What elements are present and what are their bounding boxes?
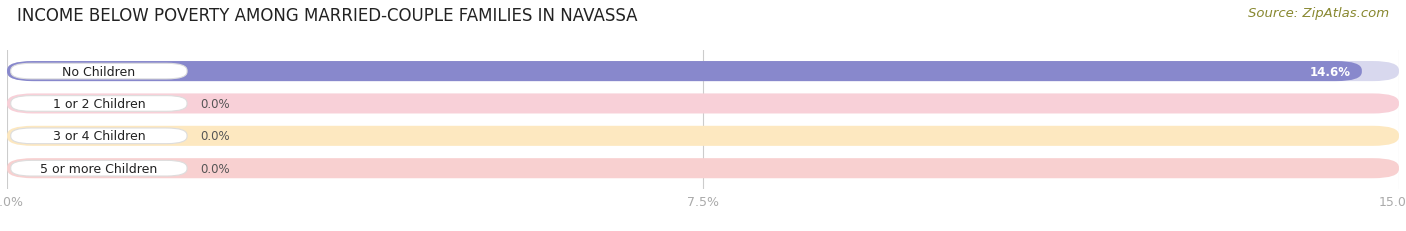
Text: 0.0%: 0.0% bbox=[200, 97, 229, 110]
Text: 0.0%: 0.0% bbox=[200, 162, 229, 175]
FancyBboxPatch shape bbox=[7, 62, 1362, 82]
FancyBboxPatch shape bbox=[7, 62, 1399, 82]
FancyBboxPatch shape bbox=[7, 94, 1399, 114]
Text: Source: ZipAtlas.com: Source: ZipAtlas.com bbox=[1249, 7, 1389, 20]
Text: INCOME BELOW POVERTY AMONG MARRIED-COUPLE FAMILIES IN NAVASSA: INCOME BELOW POVERTY AMONG MARRIED-COUPL… bbox=[17, 7, 637, 25]
FancyBboxPatch shape bbox=[11, 128, 187, 144]
FancyBboxPatch shape bbox=[11, 161, 187, 176]
FancyBboxPatch shape bbox=[7, 126, 1399, 146]
Text: 14.6%: 14.6% bbox=[1310, 65, 1351, 78]
Text: No Children: No Children bbox=[62, 65, 135, 78]
FancyBboxPatch shape bbox=[11, 64, 187, 79]
Text: 5 or more Children: 5 or more Children bbox=[41, 162, 157, 175]
Text: 3 or 4 Children: 3 or 4 Children bbox=[52, 130, 145, 143]
Text: 1 or 2 Children: 1 or 2 Children bbox=[52, 97, 145, 110]
FancyBboxPatch shape bbox=[7, 158, 1399, 179]
Text: 0.0%: 0.0% bbox=[200, 130, 229, 143]
FancyBboxPatch shape bbox=[11, 96, 187, 112]
